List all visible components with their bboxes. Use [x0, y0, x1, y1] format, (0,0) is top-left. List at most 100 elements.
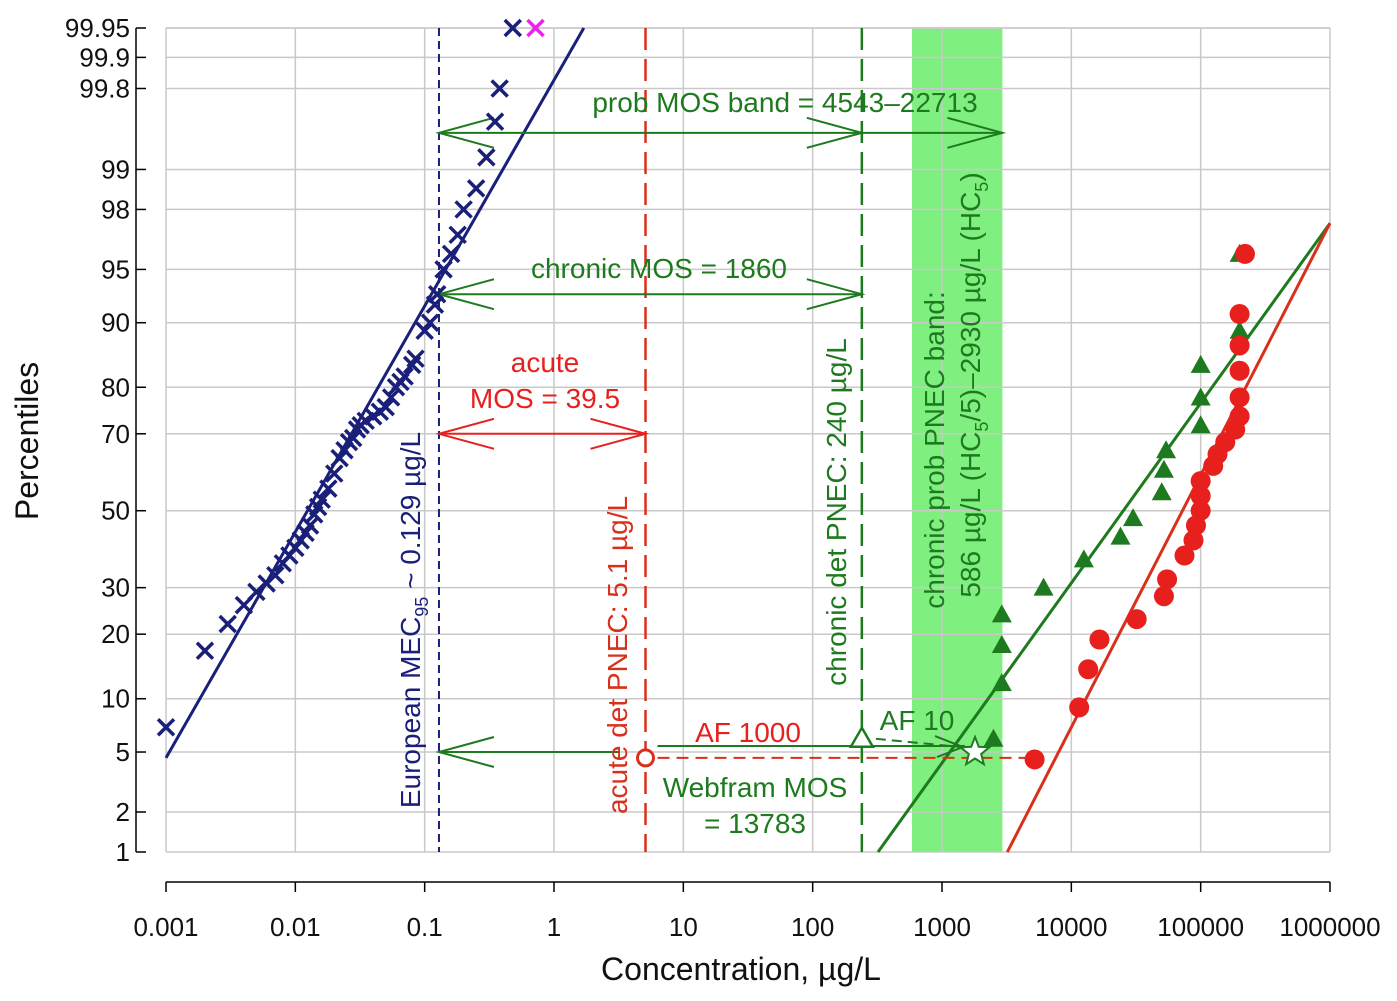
european-exposure-mec-point-42	[466, 179, 486, 198]
european-exposure-mec-point-41	[454, 200, 473, 219]
european-exposure-mec-point-2	[218, 614, 237, 634]
y-tick-label-14: 99.9	[79, 42, 130, 72]
band-label-line2-sub: 5	[972, 422, 992, 432]
european-exposure-mec-point-43	[477, 148, 496, 167]
chronic-species-sensitivity-point-13	[1190, 354, 1211, 373]
european-exposure-mec-point-0	[156, 717, 176, 737]
chronic-species-sensitivity-point-6	[1110, 526, 1131, 545]
european-exposure-mec-point-17	[325, 464, 344, 483]
y-tick-label-6: 50	[101, 496, 130, 526]
prob-mos-label: prob MOS band = 4543–22713	[592, 87, 977, 118]
data-series-layer	[156, 18, 1255, 770]
european-exposure-mec-point-1	[195, 641, 215, 660]
y-tick-label-0: 1	[116, 837, 130, 867]
chronic-species-sensitivity-point-14	[1229, 320, 1250, 339]
acute-mos-label-line2: MOS = 39.5	[470, 383, 620, 414]
european-exposure-mec-point-28	[381, 388, 401, 407]
x-tick-label-0: 0.001	[133, 912, 198, 942]
x-tick-label-5: 100	[791, 912, 834, 942]
acute-species-sensitivity-point-3	[1089, 629, 1110, 650]
european-exposure-mec-point-44	[485, 112, 505, 131]
band-label-line2-a: 586 µg/L (HC	[955, 432, 986, 598]
prob-mos-arrow-head-left	[435, 116, 495, 149]
af-10-dashed-line	[875, 737, 962, 749]
y-tick-label-1: 2	[116, 797, 130, 827]
chronic-det-pnec-point-0	[848, 725, 876, 749]
acute-species-sensitivity-point-18	[1229, 387, 1250, 408]
acute-species-sensitivity-point-0	[1024, 749, 1045, 770]
chronic-species-sensitivity-point-5	[1073, 549, 1094, 568]
x-tick-label-4: 10	[669, 912, 698, 942]
european-mec-label-sub: 95	[412, 597, 432, 617]
fit-line-0	[164, 27, 586, 759]
x-axis-title: Concentration, µg/L	[601, 951, 881, 987]
annotations-layer: Concentration, µg/L Percentiles prob MOS…	[9, 87, 992, 987]
acute-species-sensitivity-point-12	[1190, 471, 1211, 492]
european-exposure-mec-point-46	[503, 18, 523, 38]
acute-species-sensitivity-point-10	[1190, 500, 1211, 521]
grid-layer	[165, 27, 1331, 853]
x-tick-label-3: 1	[547, 912, 561, 942]
x-tick-label-2: 0.1	[407, 912, 443, 942]
y-tick-label-11: 98	[101, 194, 130, 224]
chronic-species-sensitivity-point-12	[1190, 387, 1211, 406]
acute-species-sensitivity-point-17	[1229, 406, 1250, 427]
acute-pnec-label: acute det PNEC: 5.1 µg/L	[602, 496, 633, 814]
outlier-point-0	[526, 18, 545, 38]
band-label-line2: 586 µg/L (HC5/5)–2930 µg/L (HC5)	[955, 172, 992, 597]
european-exposure-mec-point-38	[434, 260, 453, 279]
european-exposure-mec-point-27	[376, 397, 395, 417]
chronic-species-sensitivity-point-8	[1151, 482, 1172, 501]
fit-line-2	[1005, 222, 1332, 853]
y-tick-label-2: 5	[116, 737, 130, 767]
chronic-species-sensitivity-point-1	[991, 673, 1012, 692]
european-exposure-mec-point-37	[427, 284, 447, 304]
x-tick-label-9: 1000000	[1279, 912, 1380, 942]
reference-lines-layer	[437, 28, 864, 852]
y-tick-label-8: 80	[101, 372, 130, 402]
acute-species-sensitivity-point-6	[1157, 569, 1178, 590]
chronic-species-sensitivity-point-7	[1123, 508, 1144, 527]
acute-species-sensitivity-point-1	[1069, 697, 1090, 718]
acute-det-pnec-point-0	[636, 748, 656, 768]
acute-species-sensitivity-point-21	[1229, 304, 1250, 325]
y-tick-label-15: 99.95	[65, 13, 130, 43]
prob-pnec-band	[911, 28, 1003, 852]
band-label-line2-b: /5)–2930 µg/L (HC	[955, 192, 986, 422]
af-10-label: AF 10	[880, 705, 955, 736]
band-label-line1: chronic prob PNEC band:	[919, 291, 950, 609]
european-exposure-mec-point-16	[319, 479, 338, 498]
acute-mos-arrow-head-right	[590, 417, 650, 450]
european-exposure-mec-point-39	[441, 244, 461, 264]
fit-line-1	[876, 222, 1332, 853]
chronic-species-sensitivity-point-3	[991, 604, 1012, 623]
axes-layer: 1 2 5 10 20 30 50 70 80 90 95 98 99 99.899.999.95 0.00…	[65, 13, 1381, 942]
x-tick-label-1: 0.01	[270, 912, 321, 942]
acute-mos-label-line1: acute	[511, 347, 580, 378]
chronic-mos-arrow-head-right	[806, 278, 866, 311]
webfram-mos-label-line2: = 13783	[704, 808, 806, 839]
european-exposure-mec-point-40	[448, 225, 467, 245]
plot-background-layer	[911, 28, 1003, 852]
chronic-pnec-label: chronic det PNEC: 240 µg/L	[821, 338, 852, 686]
y-tick-label-13: 99.8	[79, 73, 130, 103]
chronic-species-sensitivity-point-2	[991, 635, 1012, 654]
european-exposure-mec-point-35	[420, 313, 440, 332]
chronic-species-sensitivity-point-11	[1190, 415, 1211, 434]
webfram-mos-label-line1: Webfram MOS	[663, 772, 848, 803]
acute-species-sensitivity-point-8	[1183, 530, 1204, 551]
acute-species-sensitivity-point-4	[1126, 609, 1147, 630]
acute-species-sensitivity-point-7	[1174, 545, 1195, 566]
acute-species-sensitivity-point-20	[1229, 335, 1250, 356]
chronic-species-sensitivity-point-10	[1156, 440, 1177, 459]
y-tick-label-7: 70	[101, 419, 130, 449]
european-exposure-mec-point-34	[415, 321, 434, 341]
european-mec-label-tail: ~ 0.129 µg/L	[395, 432, 426, 597]
european-exposure-mec-point-31	[395, 367, 414, 386]
x-tick-label-7: 10000	[1035, 912, 1107, 942]
acute-species-sensitivity-point-5	[1153, 586, 1174, 607]
european-exposure-mec-point-45	[490, 79, 509, 98]
european-exposure-mec-point-33	[406, 349, 425, 368]
hc5-chronic-point-0	[958, 734, 992, 767]
prob-mos-arrow-head-right	[947, 116, 1007, 149]
